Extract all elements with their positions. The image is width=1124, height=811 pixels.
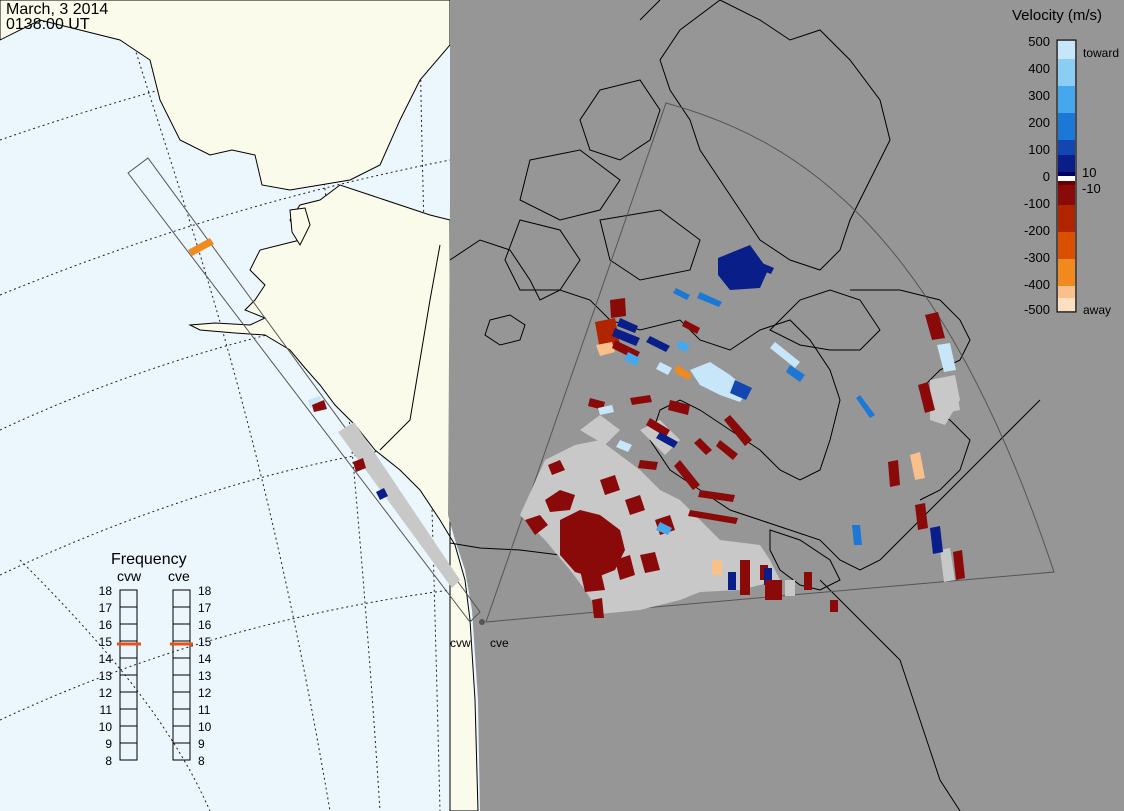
frequency-tick-left: 9 <box>105 737 112 751</box>
frequency-tick-right: 10 <box>198 720 212 734</box>
velocity-tick-minus200: -200 <box>1024 223 1050 238</box>
velocity-away-label: away <box>1083 303 1111 317</box>
frequency-tick-left: 8 <box>105 754 112 768</box>
radar-site-label-cve: cve <box>490 636 509 650</box>
frequency-tick-right: 13 <box>198 669 212 683</box>
cvw-fov-outline <box>127 157 481 623</box>
velocity-color-band <box>1058 298 1075 311</box>
velocity-color-band <box>1058 185 1075 205</box>
frequency-tick-left: 11 <box>100 703 113 717</box>
frequency-tick-right: 14 <box>198 652 212 666</box>
velocity-toward-label: toward <box>1083 46 1119 60</box>
velocity-color-band <box>1058 86 1075 113</box>
frequency-tick-right: 11 <box>198 703 211 717</box>
frequency-tick-left: 14 <box>99 652 113 666</box>
cvw-beam-scatter <box>338 422 460 588</box>
velocity-color-band <box>1058 176 1075 181</box>
cve-fov-outline <box>485 102 1055 623</box>
velocity-tick-minus100: -100 <box>1024 196 1050 211</box>
frequency-column-cvw <box>119 589 138 761</box>
velocity-scale-title: Velocity (m/s) <box>1012 7 1102 24</box>
radar-sites <box>479 619 485 625</box>
frequency-tick-left: 17 <box>99 601 113 615</box>
frequency-tick-right: 16 <box>198 618 212 632</box>
velocity-tick-minus300: -300 <box>1024 250 1050 265</box>
frequency-tick-left: 13 <box>99 669 113 683</box>
frequency-tick-left: 10 <box>99 720 113 734</box>
frequency-tick-right: 8 <box>198 754 205 768</box>
velocity-color-band <box>1058 172 1075 176</box>
velocity-colorbar-frame <box>1056 39 1077 313</box>
frequency-tick-right: 15 <box>198 635 212 649</box>
frequency-tick-left: 16 <box>99 618 113 632</box>
velocity-color-band <box>1058 232 1075 259</box>
velocity-tick-minus500: -500 <box>1024 302 1050 317</box>
frequency-radar-label-cve: cve <box>168 568 190 584</box>
velocity-color-band <box>1058 286 1075 298</box>
velocity-color-band <box>1058 59 1075 86</box>
frequency-tick-right: 12 <box>198 686 212 700</box>
velocity-color-band <box>1058 205 1075 232</box>
velocity-scale: Velocity (m/s) 500 400 300 200 100 10 0 … <box>1012 7 1119 317</box>
velocity-color-band <box>1058 155 1075 172</box>
velocity-color-band <box>1058 181 1075 185</box>
frequency-tick-left: 18 <box>99 584 113 598</box>
frequency-tick-right: 9 <box>198 737 205 751</box>
frequency-tick-left: 12 <box>99 686 113 700</box>
frequency-tick-right: 17 <box>198 601 212 615</box>
velocity-tick-200: 200 <box>1028 115 1050 130</box>
velocity-tick-100: 100 <box>1028 142 1050 157</box>
night-region <box>448 0 1124 811</box>
date-label: March, 3 2014 <box>6 1 109 18</box>
velocity-color-band <box>1058 113 1075 140</box>
velocity-tick-500: 500 <box>1028 34 1050 49</box>
velocity-color-band <box>1058 140 1075 155</box>
frequency-column-cve <box>172 589 191 761</box>
daylight-land <box>0 0 479 811</box>
velocity-tick-400: 400 <box>1028 61 1050 76</box>
radar-fov <box>127 102 1055 623</box>
frequency-title: Frequency <box>111 551 187 568</box>
timestamp-block: March, 3 2014 0138:00 UT <box>6 1 109 33</box>
radar-site-label-cvw: cvw <box>450 636 471 650</box>
velocity-tick-minus10: -10 <box>1082 181 1101 196</box>
frequency-panel: Frequency cvw cve <box>99 551 212 768</box>
velocity-cells <box>188 238 965 618</box>
frequency-tick-left: 15 <box>99 635 113 649</box>
velocity-tick-300: 300 <box>1028 88 1050 103</box>
frequency-tick-right: 18 <box>198 584 212 598</box>
time-label: 0138:00 UT <box>6 16 90 33</box>
velocity-color-band <box>1058 259 1075 286</box>
velocity-tick-minus400: -400 <box>1024 277 1050 292</box>
velocity-tick-0: 0 <box>1043 169 1050 184</box>
borders <box>379 244 561 556</box>
frequency-radar-label-cvw: cvw <box>117 568 142 584</box>
cvw-site-marker <box>479 619 485 625</box>
velocity-color-band <box>1058 41 1075 59</box>
velocity-tick-10: 10 <box>1082 165 1096 180</box>
